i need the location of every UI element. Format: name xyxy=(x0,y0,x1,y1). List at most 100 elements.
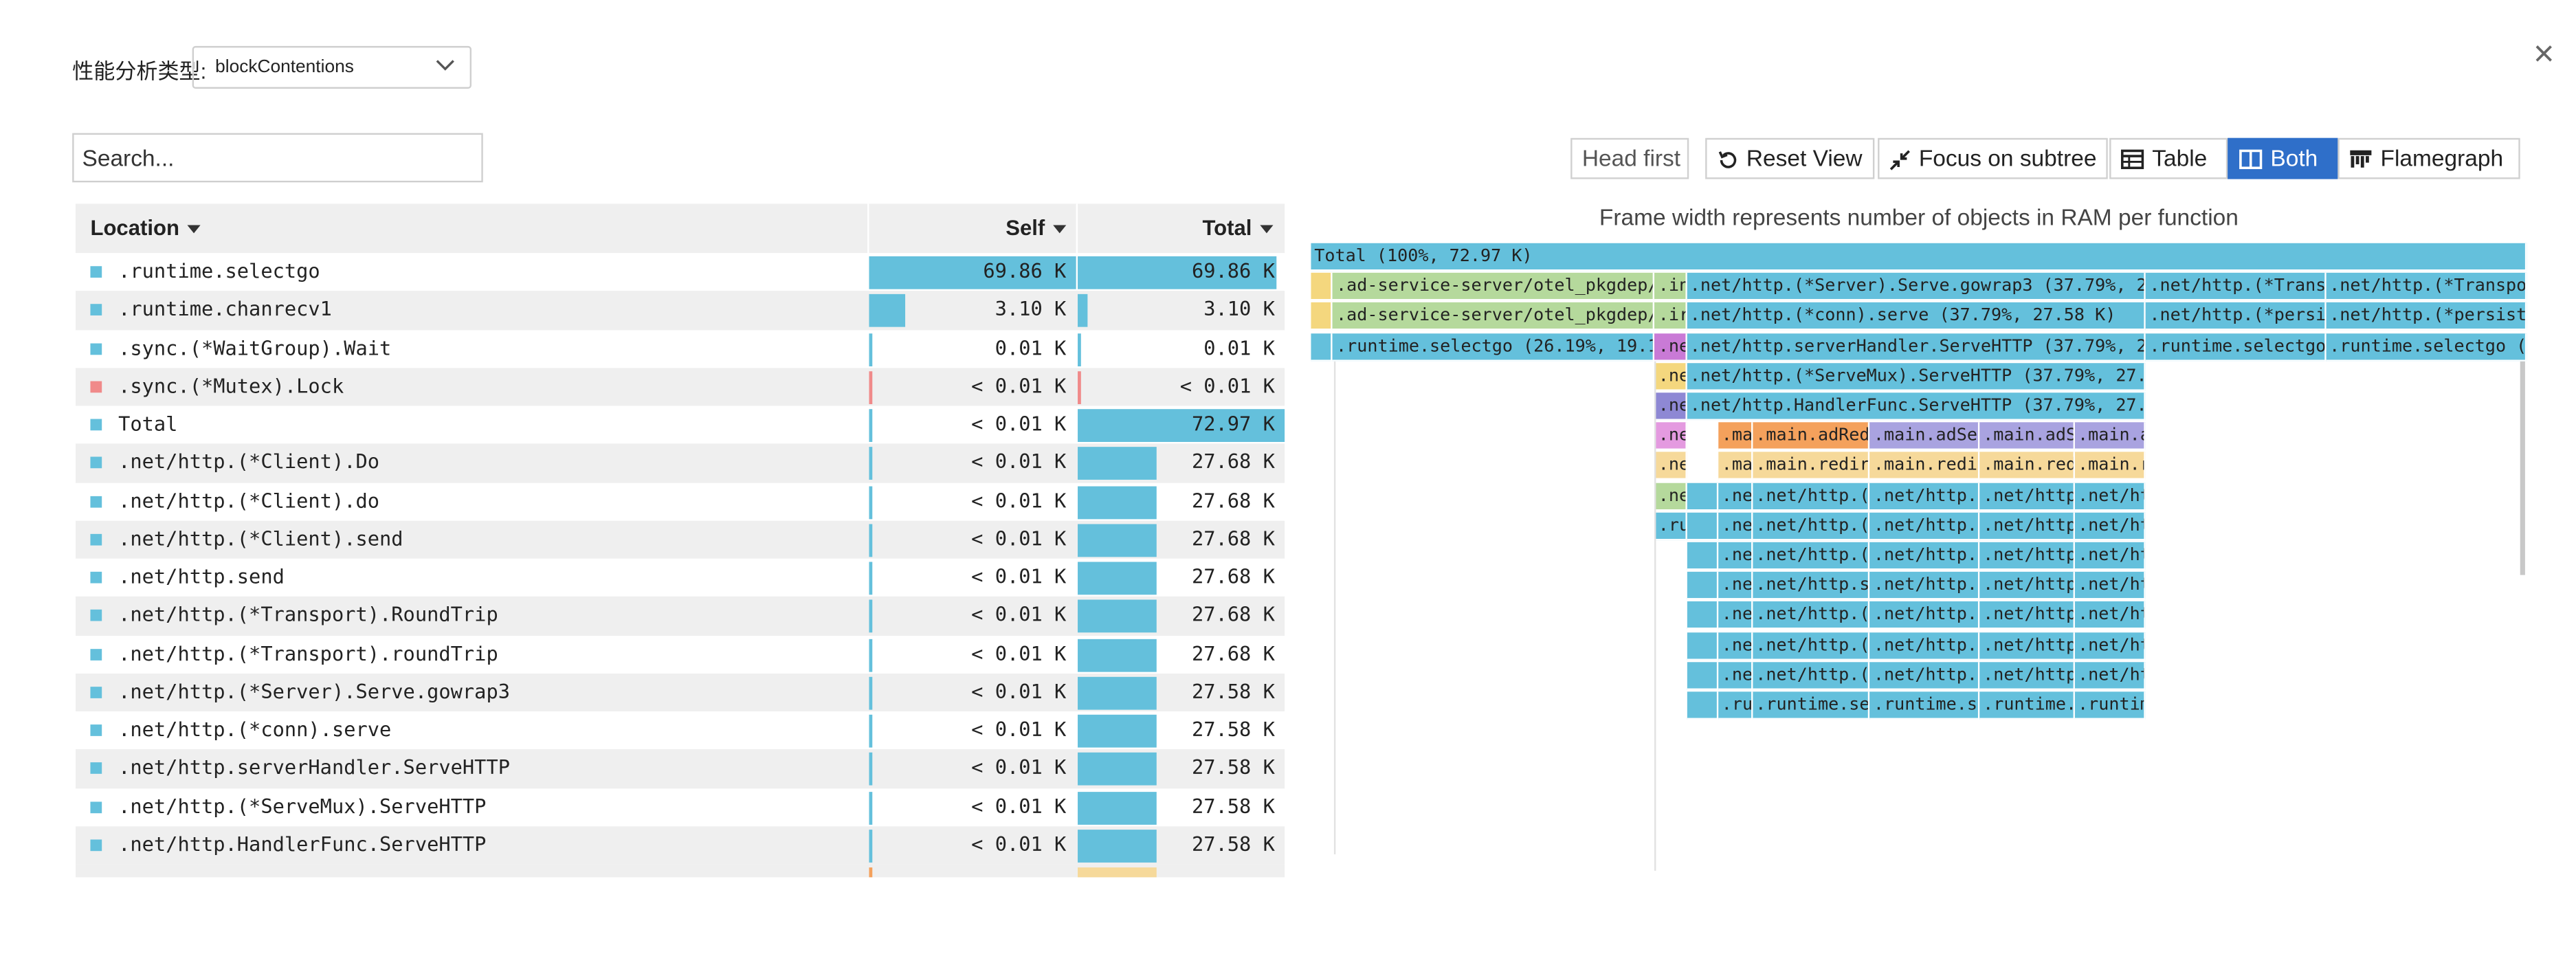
flamegraph-frame[interactable]: .net/http.(* xyxy=(1752,542,1871,570)
flamegraph-frame[interactable]: .ne xyxy=(1718,632,1753,660)
table-row[interactable]: .net/http.(*ServeMux).ServeHTTP < 0.01 K 2… xyxy=(76,788,1285,826)
table-row[interactable]: .runtime.chanrecv1 3.10 K 3.10 K xyxy=(75,291,1285,330)
flamegraph-frame[interactable]: .ne xyxy=(1718,572,1753,600)
flamegraph-frame[interactable]: .net/http.(* xyxy=(1752,482,1871,511)
flamegraph-frame[interactable]: .net/http.(*persist xyxy=(2146,302,2327,331)
table-row[interactable]: .net/http.(*conn).serve < 0.01 K 27.58 K xyxy=(76,711,1285,750)
flamegraph-frame[interactable]: .runtime.selectgo xyxy=(2146,333,2327,361)
flamegraph-frame[interactable]: .runtime xyxy=(2074,691,2146,720)
flamegraph-frame[interactable]: .ne xyxy=(1718,512,1753,540)
reset-view-button[interactable]: Reset View xyxy=(1705,137,1874,179)
flamegraph-frame[interactable] xyxy=(1687,422,1718,451)
flamegraph-frame[interactable]: .net/http xyxy=(1979,512,2075,540)
flamegraph-frame[interactable]: .ne xyxy=(1655,422,1687,451)
view-table-button[interactable]: Table xyxy=(2109,137,2228,179)
flamegraph-frame[interactable]: .runtime.sel xyxy=(1752,691,1871,720)
table-row[interactable] xyxy=(75,864,1285,878)
flamegraph-frame[interactable]: .net/htt xyxy=(2074,632,2146,660)
flamegraph-frame[interactable]: .main.ac xyxy=(2074,422,2146,451)
flamegraph-frame[interactable]: .runtime.selectgo (1 xyxy=(2326,333,2527,361)
flamegraph-frame[interactable]: .ru xyxy=(1718,691,1753,720)
flamegraph-frame[interactable]: .runtime.se xyxy=(1870,691,1980,720)
search-input[interactable]: Search... xyxy=(72,133,483,183)
flamegraph-frame[interactable]: Total (100%, 72.97 K) xyxy=(1311,243,2527,271)
flamegraph-frame[interactable]: .net/http.(* xyxy=(1752,661,1871,690)
flamegraph-frame[interactable]: .main.redir xyxy=(1870,452,1980,480)
flamegraph-frame[interactable] xyxy=(1687,512,1718,540)
flamegraph-frame[interactable] xyxy=(1687,572,1718,600)
flamegraph-frame[interactable] xyxy=(1687,601,1718,630)
flamegraph-frame[interactable]: .net/http.( xyxy=(1870,661,1980,690)
flamegraph-frame[interactable]: .net/http xyxy=(1979,632,2075,660)
flamegraph-frame[interactable]: .ru xyxy=(1655,512,1687,540)
flamegraph-frame[interactable]: .in xyxy=(1655,273,1687,301)
flamegraph-frame[interactable]: .net/htt xyxy=(2074,542,2146,570)
flamegraph-frame[interactable]: .ne xyxy=(1655,482,1687,511)
flamegraph-frame[interactable]: .net/http.( xyxy=(1870,482,1980,511)
table-row[interactable]: .sync.(*Mutex).Lock < 0.01 K < 0.01 K xyxy=(75,367,1285,406)
flamegraph-frame[interactable]: .main.adSe xyxy=(1979,422,2075,451)
flamegraph-frame[interactable]: .ne xyxy=(1718,542,1753,570)
flamegraph-frame[interactable] xyxy=(1687,632,1718,660)
self-column-header[interactable]: Self xyxy=(869,203,1067,253)
flamegraph-frame[interactable]: .main.red xyxy=(1979,452,2075,480)
table-row[interactable]: Total < 0.01 K 72.97 K xyxy=(76,406,1285,444)
flamegraph-frame[interactable] xyxy=(1687,691,1718,720)
table-row[interactable]: .net/http.(*Client).send < 0.01 K 27.68 K xyxy=(75,520,1285,559)
flamegraph-frame[interactable]: .ne xyxy=(1718,661,1753,690)
flamegraph-frame[interactable]: .net/htt xyxy=(2074,512,2146,540)
view-flamegraph-button[interactable]: Flamegraph xyxy=(2338,137,2520,179)
flamegraph-frame[interactable]: .ma xyxy=(1718,452,1753,480)
close-button[interactable]: × xyxy=(2533,32,2555,74)
total-column-header[interactable]: Total xyxy=(1078,203,1274,253)
flamegraph-frame[interactable]: .net/http.(*conn).serve (37.79%, 27.58 K… xyxy=(1687,302,2146,331)
table-row[interactable]: .net/http.(*Server).Serve.gowrap3 < 0.01 … xyxy=(75,673,1285,711)
view-both-button[interactable]: Both xyxy=(2228,137,2338,179)
flamegraph-frame[interactable]: .net/http.(*persistC xyxy=(2326,302,2527,331)
flamegraph-frame[interactable]: .net/http.HandlerFunc.ServeHTTP (37.79%,… xyxy=(1687,392,2146,421)
table-row[interactable]: .net/http.serverHandler.ServeHTTP < 0.01 … xyxy=(75,749,1285,788)
flamegraph-frame[interactable]: .main.re xyxy=(2074,452,2146,480)
flamegraph-frame[interactable]: .ne xyxy=(1655,362,1687,391)
flamegraph-frame[interactable]: .ne xyxy=(1655,452,1687,480)
flamegraph-frame[interactable]: .net/http.( xyxy=(1870,601,1980,630)
flamegraph-frame[interactable]: .net/http.s xyxy=(1870,572,1980,600)
flamegraph-frame[interactable]: .net/htt xyxy=(2074,601,2146,630)
table-row[interactable]: .net/http.(*Client).do < 0.01 K 27.68 K xyxy=(76,483,1285,521)
table-row[interactable]: .net/http.send < 0.01 K 27.68 K xyxy=(76,559,1285,597)
flamegraph-frame[interactable]: .net/http.( xyxy=(1870,512,1980,540)
flamegraph-frame[interactable] xyxy=(1687,661,1718,690)
flamegraph-frame[interactable] xyxy=(1687,482,1718,511)
table-row[interactable]: .runtime.selectgo 69.86 K 69.86 K xyxy=(76,253,1285,291)
flamegraph-frame[interactable]: .net/http.(*ServeMux).ServeHTTP (37.79%,… xyxy=(1687,362,2146,391)
flamegraph-frame[interactable]: .net/http xyxy=(1979,601,2075,630)
flamegraph-frame[interactable]: .runtime.selectgo (26.19%, 19.11 xyxy=(1333,333,1656,361)
flamegraph-frame[interactable]: .net/http.(*Server).Serve.gowrap3 (37.79… xyxy=(1687,273,2146,301)
location-column-header[interactable]: Location xyxy=(90,203,201,253)
flamegraph-scrollbar[interactable] xyxy=(2520,361,2525,575)
head-first-toggle[interactable]: Head first xyxy=(1570,137,1689,179)
flamegraph-frame[interactable]: .net/http.(*Transport xyxy=(2146,273,2327,301)
table-row[interactable]: .net/http.(*Client).Do < 0.01 K 27.68 K xyxy=(75,443,1285,483)
table-row[interactable]: .net/http.(*Transport).roundTrip < 0.01 K… xyxy=(76,635,1285,674)
table-row[interactable]: .sync.(*WaitGroup).Wait 0.01 K 0.01 K xyxy=(76,329,1285,368)
flamegraph-frame[interactable]: .net/htt xyxy=(2074,661,2146,690)
flamegraph-frame[interactable] xyxy=(1311,302,1333,331)
flamegraph-frame[interactable] xyxy=(1311,273,1333,301)
flamegraph-frame[interactable]: .ne xyxy=(1655,392,1687,421)
flamegraph-frame[interactable]: .net/htt xyxy=(2074,572,2146,600)
flamegraph-frame[interactable]: .ad-service-server/otel_pkgdep/go xyxy=(1333,302,1656,331)
flamegraph-frame[interactable]: .main.redire xyxy=(1752,452,1871,480)
flamegraph-frame[interactable]: .net/http xyxy=(1979,482,2075,511)
flamegraph-frame[interactable]: .ad-service-server/otel_pkgdep/go xyxy=(1333,273,1656,301)
flamegraph-frame[interactable] xyxy=(1687,542,1718,570)
flamegraph-frame[interactable]: .ne xyxy=(1718,482,1753,511)
table-row[interactable]: .net/http.HandlerFunc.ServeHTTP < 0.01 K 2… xyxy=(75,825,1285,865)
flamegraph-frame[interactable]: .net/http.serverHandler.ServeHTTP (37.79… xyxy=(1687,333,2146,361)
flamegraph-frame[interactable] xyxy=(1311,333,1333,361)
flamegraph-frame[interactable]: .ma xyxy=(1718,422,1753,451)
focus-subtree-button[interactable]: Focus on subtree xyxy=(1878,137,2109,179)
flamegraph-frame[interactable]: .net/htt xyxy=(2074,482,2146,511)
flamegraph[interactable]: Total (100%, 72.97 K) .ad-service-server/… xyxy=(1311,243,2527,867)
flamegraph-frame[interactable]: .net/http.( xyxy=(1870,632,1980,660)
